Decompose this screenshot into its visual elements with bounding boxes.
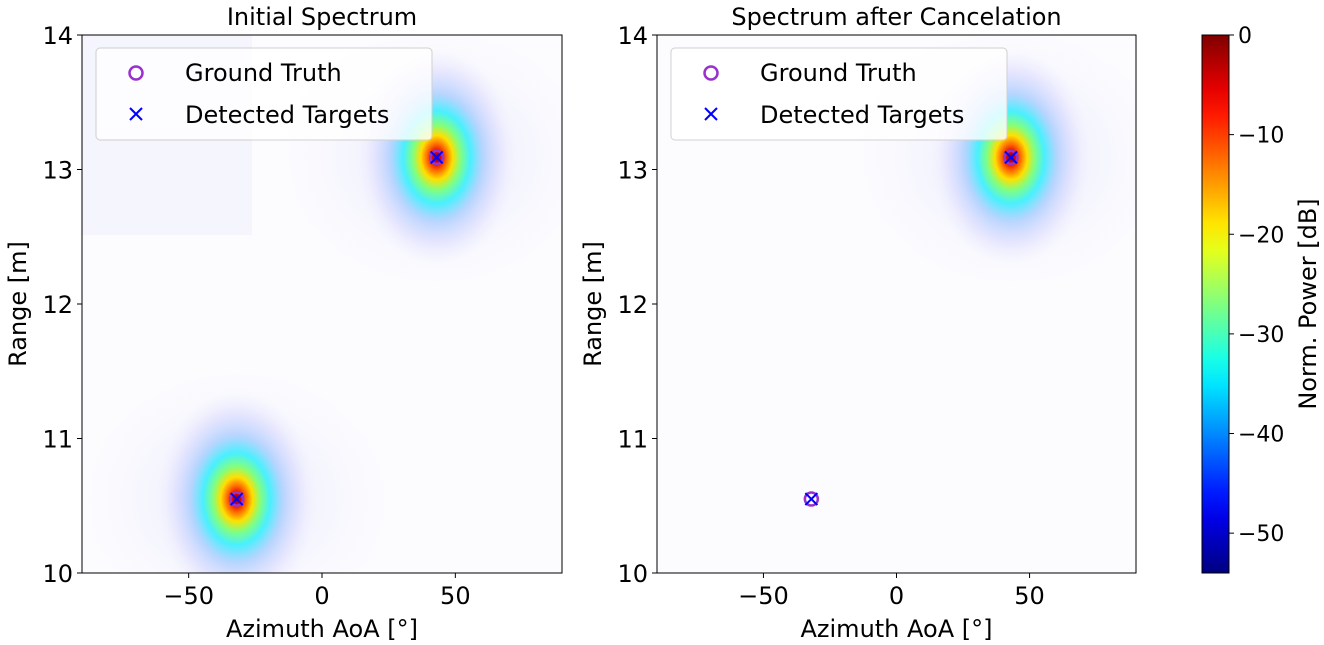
legend-label-detected-targets: Detected Targets — [185, 101, 389, 129]
spectrum-peak — [156, 389, 317, 573]
legend-ground-truth-marker — [703, 65, 719, 81]
ground-truth-marker — [1003, 149, 1019, 166]
detected-target-marker — [804, 492, 819, 506]
legend-detected-marker — [129, 107, 143, 121]
y-tick-label: 13 — [42, 157, 73, 185]
colorbar-gradient — [1201, 34, 1230, 574]
y-tick-label: 10 — [42, 560, 73, 588]
panel-title: Initial Spectrum — [227, 3, 417, 31]
colorbar-tick-label: −30 — [1238, 323, 1284, 348]
heatmap-panel-2: −50 0 50 10 11 12 13 14 Spectrum after Cancelati… — [579, 3, 1137, 643]
detected-target-marker — [1004, 150, 1018, 165]
y-tick-label: 14 — [617, 22, 648, 50]
heatmap-panel-1: −50 0 50 10 11 12 13 14 Initial Spectrum Azimuth … — [4, 3, 563, 643]
colorbar-tick-label: −40 — [1238, 423, 1284, 448]
colorbar-tick-label: −10 — [1238, 124, 1284, 149]
legend-detected-marker — [704, 107, 718, 121]
legend-ground-truth-marker — [128, 65, 144, 81]
colorbar-tick-label: 0 — [1238, 24, 1252, 49]
legend-label-ground-truth: Ground Truth — [185, 59, 342, 87]
x-tick-label: −50 — [738, 582, 789, 610]
legend: Ground Truth Detected Targets — [95, 47, 433, 141]
colorbar-tick-label: −20 — [1238, 223, 1284, 248]
y-tick-label: 11 — [42, 426, 73, 454]
x-tick-label: −50 — [163, 582, 214, 610]
legend-box — [95, 47, 433, 141]
x-tick-label: 0 — [314, 582, 329, 610]
y-axis-label: Range [m] — [4, 241, 32, 367]
colorbar: 0 −10 −20 −30 −40 −50 Norm. Power [dB] — [1201, 24, 1322, 574]
x-tick-label: 0 — [889, 582, 904, 610]
ground-truth-marker — [428, 149, 445, 166]
y-tick-label: 13 — [617, 157, 648, 185]
y-tick-label: 10 — [617, 560, 648, 588]
ground-truth-marker — [228, 491, 245, 507]
x-axis-label: Azimuth AoA [°] — [801, 615, 993, 643]
legend-label-ground-truth: Ground Truth — [760, 59, 917, 87]
x-tick-label: 50 — [1014, 582, 1045, 610]
x-tick-label: 50 — [440, 582, 471, 610]
detected-target-marker — [429, 150, 444, 165]
detected-target-marker — [229, 492, 244, 506]
y-tick-label: 14 — [42, 22, 73, 50]
y-tick-label: 11 — [617, 426, 648, 454]
legend-label-detected-targets: Detected Targets — [760, 101, 964, 129]
panel-title: Spectrum after Cancelation — [731, 3, 1061, 31]
y-tick-label: 12 — [42, 291, 73, 319]
legend: Ground Truth Detected Targets — [670, 47, 1008, 141]
colorbar-label: Norm. Power [dB] — [1294, 198, 1322, 409]
colorbar-tick-label: −50 — [1238, 522, 1284, 547]
y-axis-label: Range [m] — [579, 241, 607, 367]
x-axis-label: Azimuth AoA [°] — [226, 615, 418, 643]
y-tick-label: 12 — [617, 291, 648, 319]
ground-truth-marker — [803, 491, 820, 507]
legend-box — [670, 47, 1008, 141]
